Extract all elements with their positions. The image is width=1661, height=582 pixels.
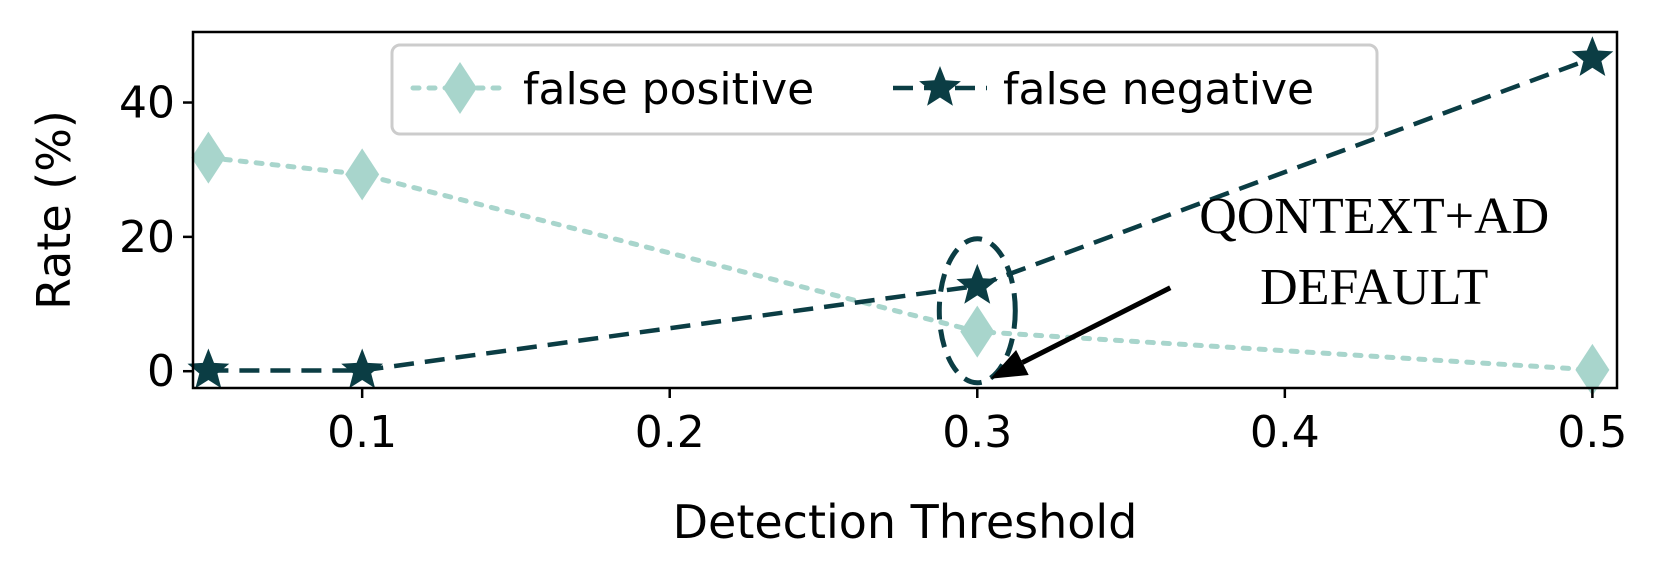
x-tick-label-3: 0.4 <box>1250 407 1320 458</box>
y-axis-label: Rate (%) <box>27 110 81 310</box>
series-line-0 <box>205 155 1595 373</box>
series-line-1 <box>208 56 1594 373</box>
annotation-arrow-head <box>990 350 1029 379</box>
y-axis: 0 20 40 <box>119 78 193 397</box>
y-tick-label-0: 0 <box>147 346 175 397</box>
series-0-point-0 <box>191 131 226 184</box>
plot-frame <box>191 30 1619 390</box>
legend-label-0: false positive <box>523 64 814 115</box>
y-tick-label-1: 20 <box>119 212 175 263</box>
annotation-label-line-2: DEFAULT <box>1260 259 1488 316</box>
highlight-ellipse <box>936 236 1018 386</box>
series-1-point-0 <box>187 348 230 389</box>
x-tick-label-4: 0.5 <box>1557 407 1627 458</box>
series-layer <box>187 36 1614 396</box>
legend-box <box>390 43 1379 136</box>
legend-label-1: false negative <box>1003 64 1314 115</box>
legend-marker-1 <box>919 66 961 106</box>
annotation-label-line-1: QONTEXT+AD <box>1199 188 1549 245</box>
legend-marker-0 <box>443 62 477 114</box>
series-0-point-3 <box>1575 343 1610 396</box>
x-tick-label-0: 0.1 <box>327 407 397 458</box>
series-0-point-1 <box>345 148 380 201</box>
annotation-layer: QONTEXT+AD DEFAULT <box>936 188 1549 386</box>
x-axis-label: Detection Threshold <box>673 495 1138 549</box>
x-tick-label-1: 0.2 <box>635 407 705 458</box>
series-0-point-2 <box>960 305 995 358</box>
annotation-arrow <box>1021 285 1172 365</box>
legend: false positive false negative <box>390 43 1379 136</box>
series-1-point-1 <box>341 348 384 389</box>
x-axis: 0.1 0.2 0.3 0.4 0.5 <box>327 388 1627 458</box>
series-1-point-2 <box>956 263 999 304</box>
series-1-point-3 <box>1571 36 1614 76</box>
y-tick-label-2: 40 <box>119 78 175 129</box>
legend-entries: false positive false negative <box>410 62 1314 115</box>
x-tick-label-2: 0.3 <box>942 407 1012 458</box>
